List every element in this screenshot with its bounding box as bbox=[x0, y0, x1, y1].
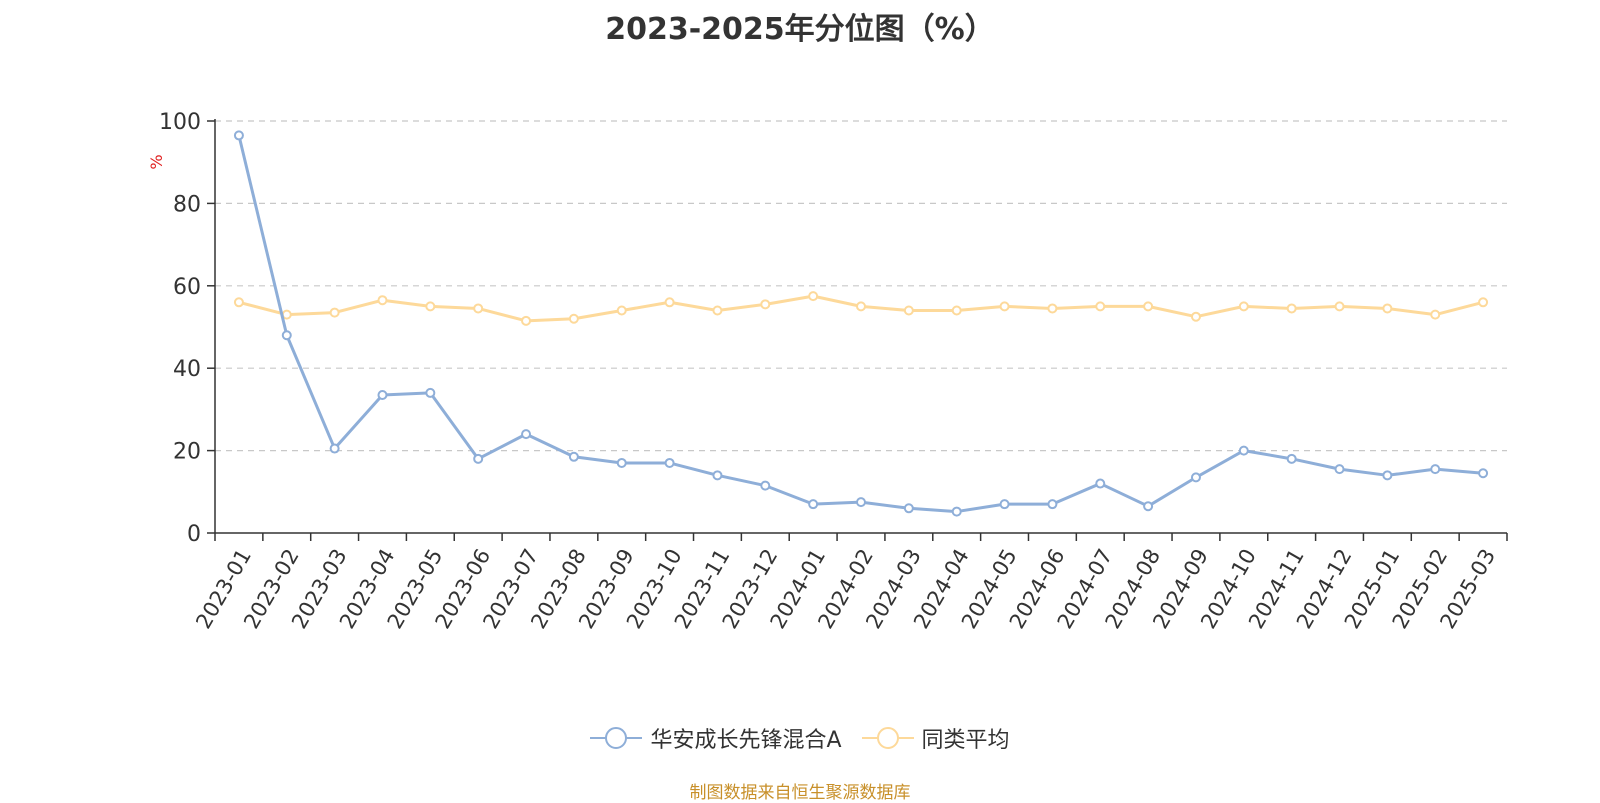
data-point-average bbox=[473, 303, 484, 314]
data-point-average bbox=[616, 305, 627, 316]
data-point-fund bbox=[1047, 499, 1058, 510]
data-point-average bbox=[1238, 301, 1249, 312]
y-tick-label: 40 bbox=[173, 357, 201, 382]
y-tick-label: 0 bbox=[187, 522, 201, 547]
data-point-fund bbox=[712, 470, 723, 481]
data-point-fund bbox=[999, 499, 1010, 510]
data-point-average bbox=[521, 315, 532, 326]
data-point-average bbox=[712, 305, 723, 316]
chart-title: 2023-2025年分位图（%） bbox=[605, 12, 995, 47]
data-point-average bbox=[1143, 301, 1154, 312]
data-point-average bbox=[1286, 303, 1297, 314]
legend-marker-fund-icon bbox=[590, 727, 643, 749]
legend: 华安成长先锋混合A 同类平均 bbox=[0, 722, 1600, 754]
data-point-average bbox=[999, 301, 1010, 312]
data-point-average bbox=[1430, 309, 1441, 320]
data-point-average bbox=[1478, 297, 1489, 308]
axis-layer bbox=[207, 119, 1508, 541]
data-point-fund bbox=[903, 503, 914, 514]
data-point-average bbox=[1095, 301, 1106, 312]
data-point-average bbox=[903, 305, 914, 316]
data-point-fund bbox=[329, 443, 340, 454]
data-point-fund bbox=[425, 387, 436, 398]
data-point-average bbox=[1047, 303, 1058, 314]
data-point-average bbox=[760, 299, 771, 310]
data-point-fund bbox=[521, 429, 532, 440]
data-point-fund bbox=[1382, 470, 1393, 481]
y-tick-label: 60 bbox=[173, 275, 201, 300]
data-point-average bbox=[1334, 301, 1345, 312]
data-point-fund bbox=[1478, 468, 1489, 479]
data-point-average bbox=[568, 313, 579, 324]
data-point-fund bbox=[856, 497, 866, 508]
data-point-fund bbox=[616, 457, 627, 468]
y-tick-label: 80 bbox=[173, 192, 201, 217]
legend-label-fund: 华安成长先锋混合A bbox=[650, 728, 842, 753]
data-point-average bbox=[329, 307, 340, 318]
data-point-average bbox=[808, 291, 819, 302]
data-point-fund bbox=[951, 506, 962, 517]
data-point-fund bbox=[760, 480, 771, 491]
data-point-fund bbox=[233, 130, 244, 141]
data-point-average bbox=[233, 297, 244, 308]
data-point-fund bbox=[1095, 478, 1106, 489]
label-layer: 020406080100%2023-012023-022023-032023-0… bbox=[147, 110, 1500, 633]
data-point-average bbox=[1382, 303, 1393, 314]
data-point-fund bbox=[1334, 464, 1345, 475]
legend-item-category-average[interactable]: 同类平均 bbox=[861, 722, 1010, 754]
grid-layer bbox=[215, 120, 1507, 452]
data-point-fund bbox=[1143, 501, 1154, 512]
data-point-average bbox=[1190, 311, 1201, 322]
data-point-fund bbox=[281, 330, 292, 341]
legend-label-average: 同类平均 bbox=[921, 728, 1010, 753]
y-axis-label: % bbox=[147, 154, 166, 169]
data-point-average bbox=[377, 295, 388, 306]
data-point-fund bbox=[664, 457, 675, 468]
series-line-fund bbox=[237, 133, 1485, 514]
legend-marker-average-icon bbox=[861, 727, 914, 749]
data-point-fund bbox=[473, 453, 484, 464]
data-point-fund bbox=[377, 389, 388, 400]
series-layer bbox=[233, 130, 1489, 517]
data-point-average bbox=[664, 297, 675, 308]
data-point-fund bbox=[1286, 453, 1297, 464]
y-tick-label: 20 bbox=[173, 440, 201, 465]
data-point-fund bbox=[808, 499, 819, 510]
data-point-fund bbox=[568, 451, 579, 462]
legend-item-fund[interactable]: 华安成长先锋混合A bbox=[590, 722, 842, 754]
source-note: 制图数据来自恒生聚源数据库 bbox=[689, 783, 911, 803]
data-point-fund bbox=[1190, 472, 1201, 483]
data-point-fund bbox=[1238, 445, 1249, 456]
data-point-fund bbox=[1430, 464, 1441, 475]
y-tick-label: 100 bbox=[159, 110, 201, 135]
data-point-average bbox=[856, 301, 866, 312]
data-point-average bbox=[951, 305, 962, 316]
data-point-average bbox=[425, 301, 436, 312]
